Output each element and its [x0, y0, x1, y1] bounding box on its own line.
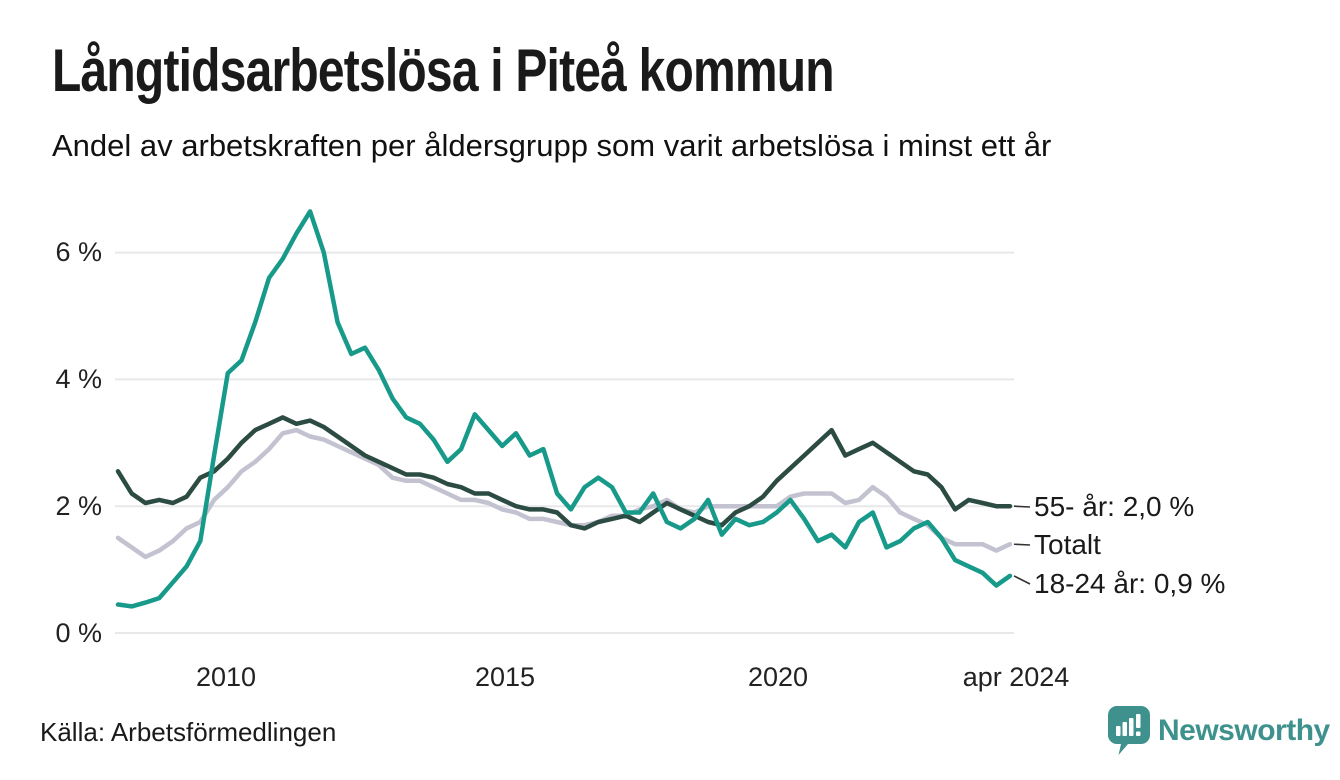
- series-label-totalt: Totalt: [1034, 529, 1101, 560]
- label-connector-2: [1013, 575, 1031, 585]
- y-axis-tick-4pct: 4 %: [55, 364, 102, 394]
- page-title: Långtidsarbetslösa i Piteå kommun: [52, 37, 835, 104]
- x-axis-tick-2020: 2020: [747, 662, 809, 692]
- label-connector-1: [1013, 543, 1031, 546]
- label-connector-0: [1013, 505, 1031, 508]
- source-note: Källa: Arbetsförmedlingen: [40, 717, 337, 747]
- newsworthy-logo-text: Newsworthy: [1158, 714, 1330, 747]
- series-line-totalt: [115, 427, 1013, 560]
- newsworthy-logo: Newsworthy: [1108, 706, 1330, 756]
- newsworthy-logo-icon: [1108, 706, 1150, 755]
- series-line-18-24-r: [115, 209, 1013, 609]
- x-axis-tick-2010: 2010: [195, 662, 257, 692]
- series-label-18-24: 18-24 år: 0,9 %: [1034, 568, 1226, 599]
- y-axis-tick-0pct: 0 %: [55, 618, 102, 648]
- x-axis-tick-2015: 2015: [474, 662, 536, 692]
- y-axis-tick-2pct: 2 %: [55, 491, 102, 521]
- y-axis-tick-6pct: 6 %: [55, 237, 102, 267]
- chart-subtitle: Andel av arbetskraften per åldersgrupp s…: [52, 128, 1052, 163]
- series-line-55-r: [115, 415, 1013, 531]
- series-label-55-plus: 55- år: 2,0 %: [1034, 491, 1195, 522]
- x-axis-tick-apr-2024: apr 2024: [962, 662, 1070, 692]
